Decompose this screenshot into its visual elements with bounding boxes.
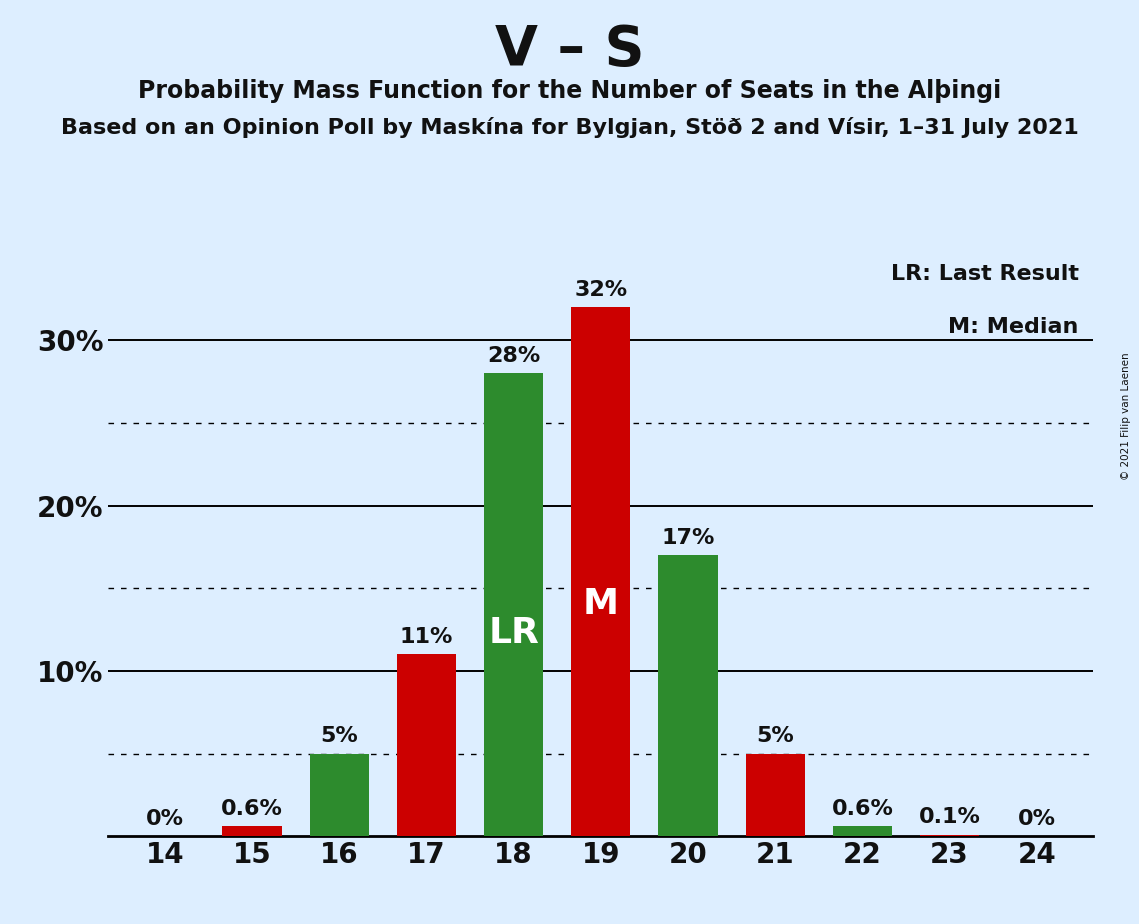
Text: 0.6%: 0.6%	[831, 799, 893, 819]
Text: LR: LR	[489, 615, 539, 650]
Text: 0.6%: 0.6%	[221, 799, 282, 819]
Bar	[746, 754, 805, 836]
Text: © 2021 Filip van Laenen: © 2021 Filip van Laenen	[1121, 352, 1131, 480]
Text: 5%: 5%	[320, 726, 358, 747]
Text: M: Median: M: Median	[949, 317, 1079, 337]
Text: 0.1%: 0.1%	[919, 808, 981, 827]
Bar	[484, 373, 543, 836]
Text: Probability Mass Function for the Number of Seats in the Alþingi: Probability Mass Function for the Number…	[138, 79, 1001, 103]
Bar	[396, 654, 456, 836]
Bar	[222, 826, 281, 836]
Bar	[833, 826, 892, 836]
Bar	[658, 555, 718, 836]
Text: V – S: V – S	[494, 23, 645, 77]
Text: 0%: 0%	[146, 808, 183, 829]
Text: LR: Last Result: LR: Last Result	[891, 264, 1079, 285]
Text: 17%: 17%	[662, 528, 714, 548]
Bar	[310, 754, 369, 836]
Text: 0%: 0%	[1018, 808, 1056, 829]
Text: 32%: 32%	[574, 280, 628, 300]
Bar	[571, 308, 631, 836]
Text: 5%: 5%	[756, 726, 794, 747]
Bar	[920, 834, 980, 836]
Text: Based on an Opinion Poll by Maskína for Bylgjan, Stöð 2 and Vísir, 1–31 July 202: Based on an Opinion Poll by Maskína for …	[60, 117, 1079, 139]
Text: 11%: 11%	[400, 627, 453, 647]
Text: 28%: 28%	[487, 346, 540, 366]
Text: M: M	[583, 587, 618, 621]
